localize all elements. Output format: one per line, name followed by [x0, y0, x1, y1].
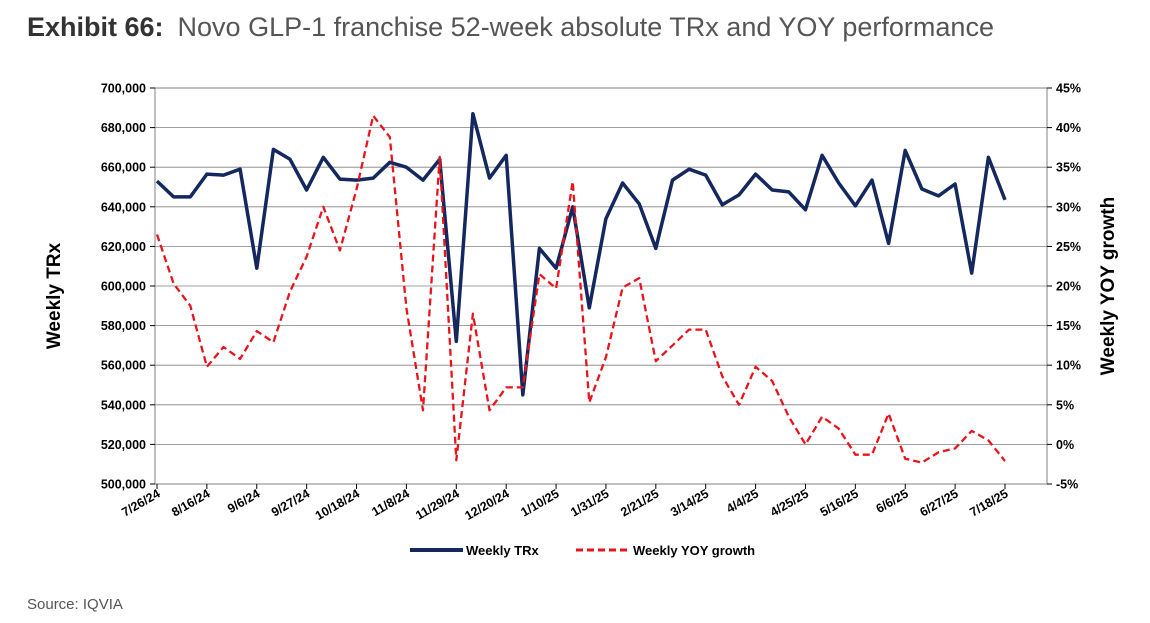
y-tick-label: 500,000 — [101, 478, 146, 492]
x-tick-label: 2/21/25 — [618, 486, 661, 519]
y2-tick-label: 45% — [1056, 82, 1081, 96]
x-tick-label: 6/6/25 — [874, 486, 911, 516]
y-tick-label: 560,000 — [101, 359, 146, 373]
source-note: Source: IQVIA — [27, 596, 123, 613]
exhibit-title: Novo GLP-1 franchise 52-week absolute TR… — [177, 12, 994, 42]
right-axis-ticks: 45% 40% 35% 30% 25% 20% 15% 10% 5% 0% -5% — [1047, 82, 1081, 492]
y-tick-label: 600,000 — [101, 280, 146, 294]
y2-tick-label: 30% — [1056, 200, 1081, 214]
y-tick-label: 700,000 — [101, 82, 146, 96]
x-tick-label: 12/20/24 — [463, 486, 512, 522]
chart-title: Exhibit 66: Novo GLP-1 franchise 52-week … — [27, 12, 994, 43]
x-tick-label: 9/27/24 — [269, 486, 312, 519]
exhibit-label: Exhibit 66: — [27, 12, 164, 42]
y-tick-label: 660,000 — [101, 161, 146, 175]
x-tick-label: 9/6/24 — [225, 486, 262, 516]
y-tick-label: 520,000 — [101, 438, 146, 452]
x-tick-label: 7/18/25 — [967, 486, 1010, 519]
right-axis-title: Weekly YOY growth — [1098, 197, 1119, 375]
y2-tick-label: 25% — [1056, 240, 1081, 254]
chart: 700,000 680,000 660,000 640,000 620,000 600,0… — [44, 82, 1119, 559]
y2-tick-label: 0% — [1056, 438, 1074, 452]
x-tick-label: 4/25/25 — [768, 486, 811, 519]
y2-tick-label: -5% — [1056, 478, 1078, 492]
x-tick-label: 6/27/25 — [917, 486, 960, 519]
y2-tick-label: 35% — [1056, 161, 1081, 175]
y-tick-label: 620,000 — [101, 240, 146, 254]
x-tick-label: 11/29/24 — [413, 486, 462, 522]
x-axis-ticks: 7/26/24 8/16/24 9/6/24 9/27/24 10/18/24 11/8/… — [119, 484, 1011, 523]
x-tick-label: 3/14/25 — [668, 486, 711, 519]
legend-yoy-label: Weekly YOY growth — [633, 543, 755, 558]
x-tick-label: 5/16/25 — [818, 486, 861, 519]
y2-tick-label: 40% — [1056, 121, 1081, 135]
x-tick-label: 4/4/25 — [724, 486, 761, 516]
series-line-weekly-yoy-growth — [155, 114, 1006, 464]
y-tick-label: 680,000 — [101, 121, 146, 135]
y-tick-label: 580,000 — [101, 319, 146, 333]
series-line-weekly-trx — [155, 111, 1007, 397]
left-axis-title: Weekly TRx — [44, 242, 65, 349]
y2-tick-label: 5% — [1056, 398, 1074, 412]
y2-tick-label: 15% — [1056, 319, 1081, 333]
x-tick-label: 10/18/24 — [313, 486, 362, 522]
legend-trx-label: Weekly TRx — [466, 543, 540, 558]
x-tick-label: 11/8/24 — [369, 486, 412, 519]
x-tick-label: 1/10/25 — [518, 486, 561, 519]
gridlines — [155, 127, 1047, 445]
x-tick-label: 8/16/24 — [169, 486, 212, 519]
x-tick-label: 1/31/25 — [568, 486, 611, 519]
y-tick-label: 540,000 — [101, 398, 146, 412]
legend: Weekly TRx Weekly YOY growth — [410, 543, 755, 558]
series-group — [155, 111, 1007, 464]
left-axis-ticks: 700,000 680,000 660,000 640,000 620,000 600,0… — [101, 82, 155, 492]
y2-tick-label: 20% — [1056, 280, 1081, 294]
y2-tick-label: 10% — [1056, 359, 1081, 373]
y-tick-label: 640,000 — [101, 200, 146, 214]
